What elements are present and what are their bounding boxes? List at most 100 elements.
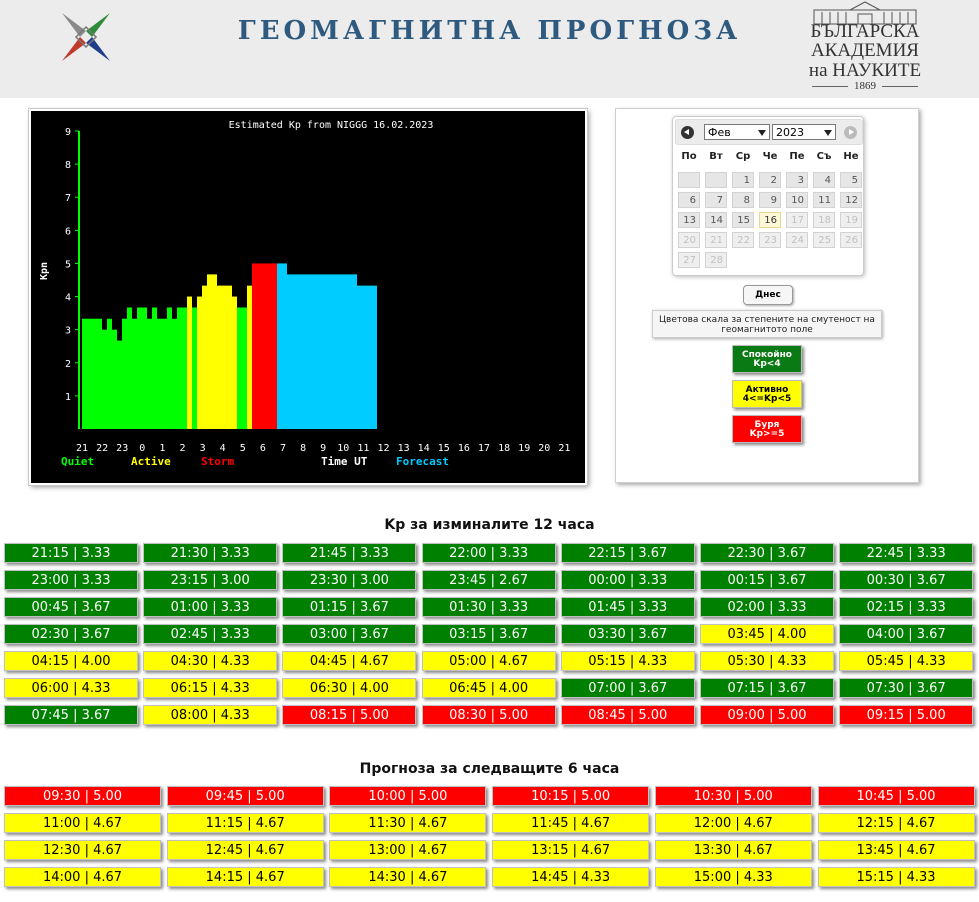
estimated-bar — [117, 340, 122, 429]
kp-reading-cell: 14:45 | 4.33 — [492, 867, 650, 887]
y-tick-label: 7 — [65, 193, 71, 204]
legend-storm-badge: Буря Kp>=5 — [732, 415, 802, 443]
forecast-bar — [312, 274, 317, 429]
forecast-bar — [327, 274, 332, 429]
x-tick-labels: 21 22 23 0 1 2 3 4 5 6 7 8 9 10 11 12 13 14 15 16 17 18 19 20 21 — [76, 443, 570, 454]
kp-reading-cell: 15:00 | 4.33 — [654, 867, 812, 887]
prev-month-icon[interactable] — [681, 126, 694, 139]
forecast-bar — [372, 285, 377, 429]
next-month-icon[interactable] — [844, 126, 857, 139]
kp-reading-cell: 23:00 | 3.33 — [4, 570, 138, 590]
calendar-day-17: 17 — [786, 212, 808, 228]
forecast-bar — [342, 274, 347, 429]
kp-reading-cell: 05:45 | 4.33 — [839, 651, 974, 671]
calendar-day-3[interactable]: 3 — [786, 172, 808, 188]
kp-reading-cell: 00:45 | 3.67 — [4, 597, 138, 617]
x-tick-label: 0 — [139, 443, 145, 454]
forecast-bar — [362, 285, 367, 429]
kp-reading-cell: 07:45 | 3.67 — [4, 705, 138, 725]
estimated-bar — [97, 318, 102, 429]
calendar-day-20: 20 — [678, 232, 700, 248]
y-tick-label: 4 — [65, 293, 71, 304]
calendar-day-15[interactable]: 15 — [732, 212, 754, 228]
kp-reading-cell: 12:15 | 4.67 — [817, 813, 975, 833]
page-title: ГЕОМАГНИТНА ПРОГНОЗА — [237, 16, 742, 46]
forecast-bar — [302, 274, 307, 429]
x-tick-label: 15 — [438, 443, 450, 454]
calendar-day-1[interactable]: 1 — [732, 172, 754, 188]
kp-reading-cell: 02:00 | 3.33 — [700, 597, 834, 617]
calendar-day-19: 19 — [840, 212, 862, 228]
calendar-day-9[interactable]: 9 — [759, 192, 781, 208]
estimated-bar — [82, 318, 87, 429]
calendar-day-4[interactable]: 4 — [813, 172, 835, 188]
kp-reading-cell: 13:00 | 4.67 — [329, 840, 487, 860]
chart-axes — [77, 131, 561, 431]
calendar-day-16[interactable]: 16 — [759, 212, 781, 228]
calendar-day-8[interactable]: 8 — [732, 192, 754, 208]
calendar-day-14[interactable]: 14 — [705, 212, 727, 228]
forecast-bar — [332, 274, 337, 429]
legend-active-label: Активно — [745, 385, 789, 395]
kp-reading-cell: 22:30 | 3.67 — [700, 543, 834, 563]
kp-reading-cell: 03:30 | 3.67 — [560, 624, 695, 644]
chart-xlabel: Time UT — [321, 455, 368, 468]
estimated-bar — [172, 318, 177, 429]
academy-name-line3: на НАУКИТЕ — [808, 60, 922, 81]
calendar-day-25: 25 — [813, 232, 835, 248]
calendar-day-2[interactable]: 2 — [759, 172, 781, 188]
weekday-header: Съ — [816, 151, 832, 162]
calendar-day-10[interactable]: 10 — [786, 192, 808, 208]
year-select[interactable]: 2023 — [772, 124, 836, 140]
kp-reading-cell: 23:15 | 3.00 — [143, 570, 278, 590]
calendar-day-5[interactable]: 5 — [840, 172, 862, 188]
kp-reading-cell: 22:45 | 3.33 — [839, 543, 974, 563]
calendar-day-13[interactable]: 13 — [678, 212, 700, 228]
kp-reading-cell: 03:00 | 3.67 — [282, 624, 417, 644]
y-tick-label: 6 — [65, 226, 71, 237]
kp-reading-cell: 15:15 | 4.33 — [817, 867, 975, 887]
x-tick-label: 6 — [260, 443, 266, 454]
estimated-bar — [107, 318, 112, 429]
calendar-day-11[interactable]: 11 — [813, 192, 835, 208]
x-tick-label: 9 — [320, 443, 326, 454]
kp-reading-cell: 02:15 | 3.33 — [839, 597, 974, 617]
estimated-bar — [177, 307, 182, 429]
bas-logo[interactable]: БЪЛГАРСКА АКАДЕМИЯ на НАУКИТЕ 1869 — [808, 0, 922, 96]
estimated-bar — [162, 318, 167, 429]
kp-reading-cell: 03:15 | 3.67 — [421, 624, 556, 644]
today-button[interactable]: Днес — [743, 285, 793, 305]
kp-reading-cell: 09:15 | 5.00 — [839, 705, 974, 725]
kp-reading-cell: 14:15 | 4.67 — [166, 867, 324, 887]
academy-name-line2: АКАДЕМИЯ — [811, 40, 919, 61]
forecast-bar — [297, 274, 302, 429]
month-select[interactable]: Фев — [704, 124, 770, 140]
y-tick-label: 2 — [65, 359, 71, 370]
calendar-day-12[interactable]: 12 — [840, 192, 862, 208]
kp-reading-cell: 06:45 | 4.00 — [421, 678, 556, 698]
calendar-day-28: 28 — [705, 252, 727, 268]
calendar-day-7[interactable]: 7 — [705, 192, 727, 208]
kp-reading-cell: 01:00 | 3.33 — [143, 597, 278, 617]
kp-reading-cell: 02:45 | 3.33 — [143, 624, 278, 644]
kp-reading-cell: 08:45 | 5.00 — [560, 705, 695, 725]
kp-reading-cell: 06:00 | 4.33 — [4, 678, 138, 698]
kp-reading-cell: 04:00 | 3.67 — [839, 624, 974, 644]
estimated-bar — [132, 318, 137, 429]
calendar-day-6[interactable]: 6 — [678, 192, 700, 208]
estimated-bar — [127, 307, 132, 429]
estimated-bar — [192, 307, 197, 429]
estimated-bar — [182, 307, 187, 429]
calendar-day-23: 23 — [759, 232, 781, 248]
x-tick-label: 7 — [280, 443, 286, 454]
x-tick-label: 22 — [96, 443, 108, 454]
kp-reading-cell: 00:00 | 3.33 — [560, 570, 695, 590]
side-panel: Фев 2023 По Вт Ср Че Пе Съ Не 1 2 3 4 5 6 7 8 9 10 11 12 13… — [615, 108, 919, 483]
kp-reading-cell: 05:30 | 4.33 — [700, 651, 834, 671]
kp-reading-cell: 04:30 | 4.33 — [143, 651, 278, 671]
forecast-bar — [287, 274, 292, 429]
y-tick-label: 9 — [65, 127, 71, 138]
kp-reading-cell: 12:00 | 4.67 — [654, 813, 812, 833]
weekday-header: Ср — [735, 151, 751, 162]
color-scale-caption: Цветова скала за степените на смутеност … — [652, 310, 882, 338]
